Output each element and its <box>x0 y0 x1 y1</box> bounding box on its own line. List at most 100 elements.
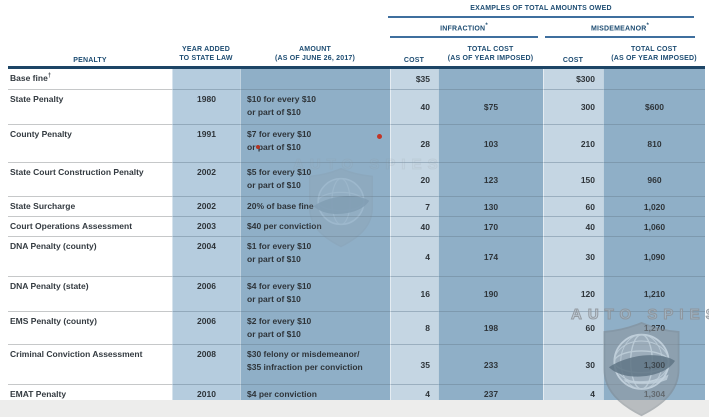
col-header-infraction-cost: COST <box>403 57 425 64</box>
infraction-total-cell: 130 <box>438 196 543 216</box>
misdemeanor-total-cell: $600 <box>603 89 705 124</box>
amount-cell: 20% of base fine <box>240 196 390 216</box>
penalty-cell: State Penalty <box>8 89 172 124</box>
infraction-footnote-marker: * <box>485 23 488 29</box>
misdemeanor-underline <box>545 36 695 38</box>
penalty-cell: Base fine† <box>8 69 172 89</box>
col-header-year: YEAR ADDED TO STATE LAW <box>179 46 233 63</box>
year-cell: 2003 <box>172 216 240 236</box>
table-row: Base fine† $35 $300 <box>8 69 705 89</box>
infraction-cost-cell: 4 <box>390 384 438 403</box>
year-cell: 2004 <box>172 236 240 276</box>
infraction-total-cell: 170 <box>438 216 543 236</box>
penalty-cell: DNA Penalty (state) <box>8 276 172 311</box>
infraction-cost-cell: 7 <box>390 196 438 216</box>
misdemeanor-group-header: MISDEMEANOR* <box>545 23 695 33</box>
year-cell: 2010 <box>172 384 240 403</box>
infraction-cost-cell: 8 <box>390 311 438 344</box>
infraction-cost-cell: 20 <box>390 162 438 196</box>
year-cell: 2006 <box>172 276 240 311</box>
table-row: DNA Penalty (county) 2004 $1 for every $… <box>8 236 705 276</box>
table-row: State Court Construction Penalty 2002 $5… <box>8 162 705 196</box>
year-cell: 2002 <box>172 162 240 196</box>
table-row: State Surcharge 2002 20% of base fine 7 … <box>8 196 705 216</box>
amount-cell <box>240 69 390 89</box>
penalty-cell: Court Operations Assessment <box>8 216 172 236</box>
year-cell <box>172 69 240 89</box>
amount-cell: $2 for every $10 or part of $10 <box>240 311 390 344</box>
infraction-total-cell: 233 <box>438 344 543 384</box>
amount-cell: $5 for every $10 or part of $10 <box>240 162 390 196</box>
misdemeanor-total-cell: 1,270 <box>603 311 705 344</box>
col-header-amount: AMOUNT (AS OF JUNE 26, 2017) <box>274 46 356 63</box>
infraction-group-header: INFRACTION* <box>390 23 538 33</box>
amount-cell: $4 per conviction <box>240 384 390 403</box>
col-header-misdemeanor-cost: COST <box>562 57 584 64</box>
infraction-total-cell: 237 <box>438 384 543 403</box>
misdemeanor-cost-cell: 30 <box>543 236 603 276</box>
penalty-cell: State Surcharge <box>8 196 172 216</box>
misdemeanor-cost-cell: 60 <box>543 311 603 344</box>
misdemeanor-total-cell: 1,090 <box>603 236 705 276</box>
infraction-cost-cell: 35 <box>390 344 438 384</box>
misdemeanor-total-cell: 1,210 <box>603 276 705 311</box>
amount-cell: $1 for every $10 or part of $10 <box>240 236 390 276</box>
infraction-total-cell: $75 <box>438 89 543 124</box>
col-header-penalty: PENALTY <box>73 57 107 64</box>
misdemeanor-label: MISDEMEANOR <box>590 25 647 33</box>
infraction-label: INFRACTION <box>440 25 486 33</box>
col-header-misdemeanor-total: TOTAL COST (AS OF YEAR IMPOSED) <box>611 46 697 63</box>
misdemeanor-total-cell: 810 <box>603 124 705 162</box>
col-header-infraction-total: TOTAL COST (AS OF YEAR IMPOSED) <box>447 46 534 63</box>
amount-cell: $7 for every $10 or part of $10 <box>240 124 390 162</box>
infraction-total-cell: 103 <box>438 124 543 162</box>
penalty-cell: County Penalty <box>8 124 172 162</box>
table-body: Base fine† $35 $300 State Penalty 1980 $… <box>8 69 705 404</box>
table-row: Criminal Conviction Assessment 2008 $30 … <box>8 344 705 384</box>
year-cell: 2002 <box>172 196 240 216</box>
misdemeanor-total-cell: 1,020 <box>603 196 705 216</box>
red-dot-marker-small <box>256 145 260 149</box>
misdemeanor-cost-cell: 30 <box>543 344 603 384</box>
examples-title: EXAMPLES OF TOTAL AMOUNTS OWED <box>470 5 612 12</box>
red-dot-marker <box>377 134 382 139</box>
misdemeanor-footnote-marker: * <box>646 23 650 29</box>
table-row: EMS Penalty (county) 2006 $2 for every $… <box>8 311 705 344</box>
misdemeanor-total-cell: 1,300 <box>603 344 705 384</box>
year-cell: 1991 <box>172 124 240 162</box>
infraction-cost-cell: 16 <box>390 276 438 311</box>
infraction-cost-cell: 28 <box>390 124 438 162</box>
misdemeanor-cost-cell: 300 <box>543 89 603 124</box>
misdemeanor-total-cell: 1,060 <box>603 216 705 236</box>
table-row: County Penalty 1991 $7 for every $10 or … <box>8 124 705 162</box>
penalty-cell: Criminal Conviction Assessment <box>8 344 172 384</box>
infraction-underline <box>390 36 538 38</box>
page-footer-strip <box>0 400 709 417</box>
amount-cell: $10 for every $10 or part of $10 <box>240 89 390 124</box>
table-row: DNA Penalty (state) 2006 $4 for every $1… <box>8 276 705 311</box>
amount-cell: $4 for every $10 or part of $10 <box>240 276 390 311</box>
infraction-total-cell: 123 <box>438 162 543 196</box>
amount-cell: $30 felony or misdemeanor/ $35 infractio… <box>240 344 390 384</box>
misdemeanor-total-cell: 960 <box>603 162 705 196</box>
year-cell: 2006 <box>172 311 240 344</box>
penalty-cell: EMAT Penalty <box>8 384 172 403</box>
infraction-total-cell: 190 <box>438 276 543 311</box>
year-cell: 1980 <box>172 89 240 124</box>
table-row: EMAT Penalty 2010 $4 per conviction 4 23… <box>8 384 705 403</box>
infraction-total-cell: 198 <box>438 311 543 344</box>
misdemeanor-cost-cell: 150 <box>543 162 603 196</box>
penalty-cell: State Court Construction Penalty <box>8 162 172 196</box>
examples-underline <box>388 16 694 18</box>
amount-cell: $40 per conviction <box>240 216 390 236</box>
misdemeanor-cost-cell: 40 <box>543 216 603 236</box>
misdemeanor-total-cell <box>603 69 705 89</box>
infraction-cost-cell: 40 <box>390 89 438 124</box>
infraction-total-cell: 174 <box>438 236 543 276</box>
misdemeanor-cost-cell: 120 <box>543 276 603 311</box>
table-row: Court Operations Assessment 2003 $40 per… <box>8 216 705 236</box>
infraction-cost-cell: 4 <box>390 236 438 276</box>
penalty-cell: EMS Penalty (county) <box>8 311 172 344</box>
misdemeanor-cost-cell: 60 <box>543 196 603 216</box>
